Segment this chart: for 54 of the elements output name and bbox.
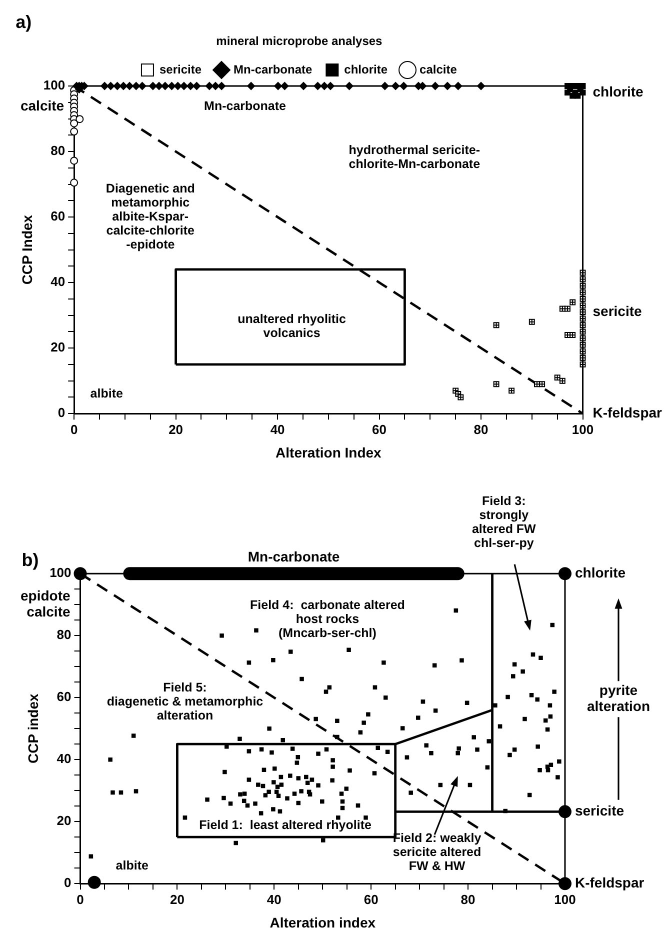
y-tick-label: 20 <box>56 813 72 828</box>
x-axis-title: Alteration Index <box>276 444 382 460</box>
x-tick-label: 20 <box>168 422 184 437</box>
y-tick-label: 40 <box>56 751 72 766</box>
y-tick-label: 60 <box>50 208 66 224</box>
x-tick-label: 40 <box>270 422 285 437</box>
chart-title: a) <box>16 12 32 32</box>
y-tick-label: 40 <box>50 274 66 290</box>
y-tick-label: 80 <box>50 143 66 158</box>
annotation: Field 1: least altered rhyolite <box>199 818 372 832</box>
annotation: Field 4: carbonate altered host rocks (Mncarb-ser-chl) <box>250 598 405 640</box>
annotation: Mn-carbonate <box>204 99 286 114</box>
text: pyrite alteration <box>586 682 650 714</box>
x-tick-label: 0 <box>76 892 84 907</box>
x-tick-label: 100 <box>554 892 576 907</box>
annotation: albite <box>90 386 123 400</box>
y-axis-title: CCP Index <box>18 214 35 285</box>
legend-label: Mn-carbonate <box>234 62 313 76</box>
y-axis-title: CCP index <box>25 694 42 764</box>
text: Field 3: strongly altered FW chl-ser-py <box>472 494 536 550</box>
text: chlorite <box>574 564 626 580</box>
annotation: unaltered rhyolitic volcanics <box>238 312 346 340</box>
annotation: albite <box>116 858 148 873</box>
series-label: Mn-carbonate <box>248 548 340 564</box>
legend-label: sericite <box>159 62 202 76</box>
annotation: hydrothermal sericite- chlorite-Mn-carbonate <box>348 142 480 171</box>
text: epidote calcite <box>20 587 70 620</box>
text: K-feldspar <box>574 874 645 890</box>
x-tick-label: 60 <box>372 422 387 437</box>
text: K-feldspar <box>592 404 663 420</box>
x-tick-label: 60 <box>364 892 378 907</box>
x-tick-label: 40 <box>266 892 282 907</box>
y-tick-label: 0 <box>58 405 66 420</box>
x-tick-label: 20 <box>170 892 184 907</box>
legend-label: chlorite <box>344 62 388 76</box>
y-tick-label: 60 <box>56 689 72 704</box>
y-tick-label: 80 <box>56 627 72 642</box>
legend-label: calcite <box>420 62 458 76</box>
chart-title: b) <box>22 550 39 570</box>
x-tick-label: 80 <box>474 422 488 437</box>
text: calcite <box>20 98 64 114</box>
annotation: Field 5: diagenetic & metamorphic alteration <box>106 680 264 723</box>
y-tick-label: 20 <box>50 340 66 355</box>
legend-title: mineral microprobe analyses <box>216 34 383 48</box>
text: chlorite <box>592 83 644 100</box>
text: sericite <box>592 302 642 319</box>
text: sericite <box>574 802 624 819</box>
x-tick-label: 80 <box>460 892 476 907</box>
x-tick-label: 100 <box>572 422 594 437</box>
y-tick-label: 0 <box>64 875 72 890</box>
x-axis-title: Alteration index <box>270 914 376 930</box>
y-tick-label: 100 <box>50 565 72 580</box>
annotation: Diagenetic and metamorphic albite-Kspar- calcite-chlorite -epidote <box>106 181 195 252</box>
y-tick-label: 100 <box>43 78 66 93</box>
